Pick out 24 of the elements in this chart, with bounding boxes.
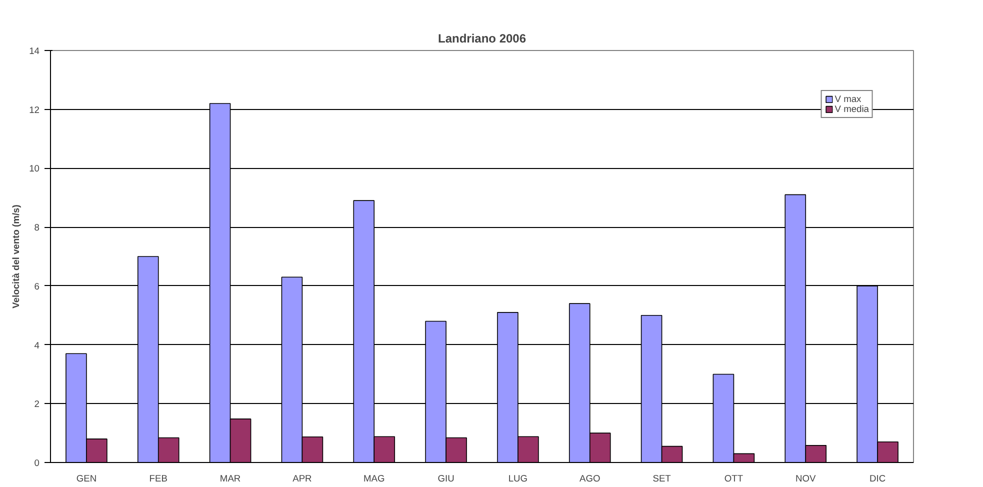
legend-label: V media [834, 104, 869, 114]
y-tick-label: 12 [29, 104, 40, 115]
y-tick-label: 10 [29, 164, 40, 174]
x-tick-label: OTT [724, 474, 744, 484]
x-tick-label: APR [292, 474, 312, 484]
y-tick-label: 0 [34, 458, 40, 468]
y-tick-label: 4 [34, 340, 40, 350]
x-tick-label: FEB [149, 474, 168, 484]
x-tick-label: GEN [76, 474, 97, 484]
x-tick-label: DIC [870, 474, 886, 484]
y-tick-label: 8 [34, 222, 40, 233]
y-tick-label: 14 [29, 46, 40, 56]
y-axis-title: Velocità del vento (m/s) [11, 204, 22, 308]
x-tick-label: NOV [796, 474, 817, 484]
y-tick-label: 2 [34, 399, 40, 410]
x-tick-label: MAG [364, 474, 385, 484]
x-tick-label: AGO [580, 474, 600, 484]
chart-title: Landriano 2006 [438, 32, 526, 46]
x-tick-label: SET [652, 474, 672, 484]
x-tick-label: GIU [438, 474, 455, 484]
x-tick-label: MAR [220, 474, 241, 484]
x-tick-label: LUG [508, 474, 528, 484]
legend-label: V max [834, 94, 862, 104]
y-tick-label: 6 [34, 281, 40, 292]
